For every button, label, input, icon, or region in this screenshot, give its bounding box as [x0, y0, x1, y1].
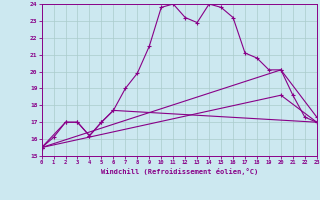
X-axis label: Windchill (Refroidissement éolien,°C): Windchill (Refroidissement éolien,°C) — [100, 168, 258, 175]
